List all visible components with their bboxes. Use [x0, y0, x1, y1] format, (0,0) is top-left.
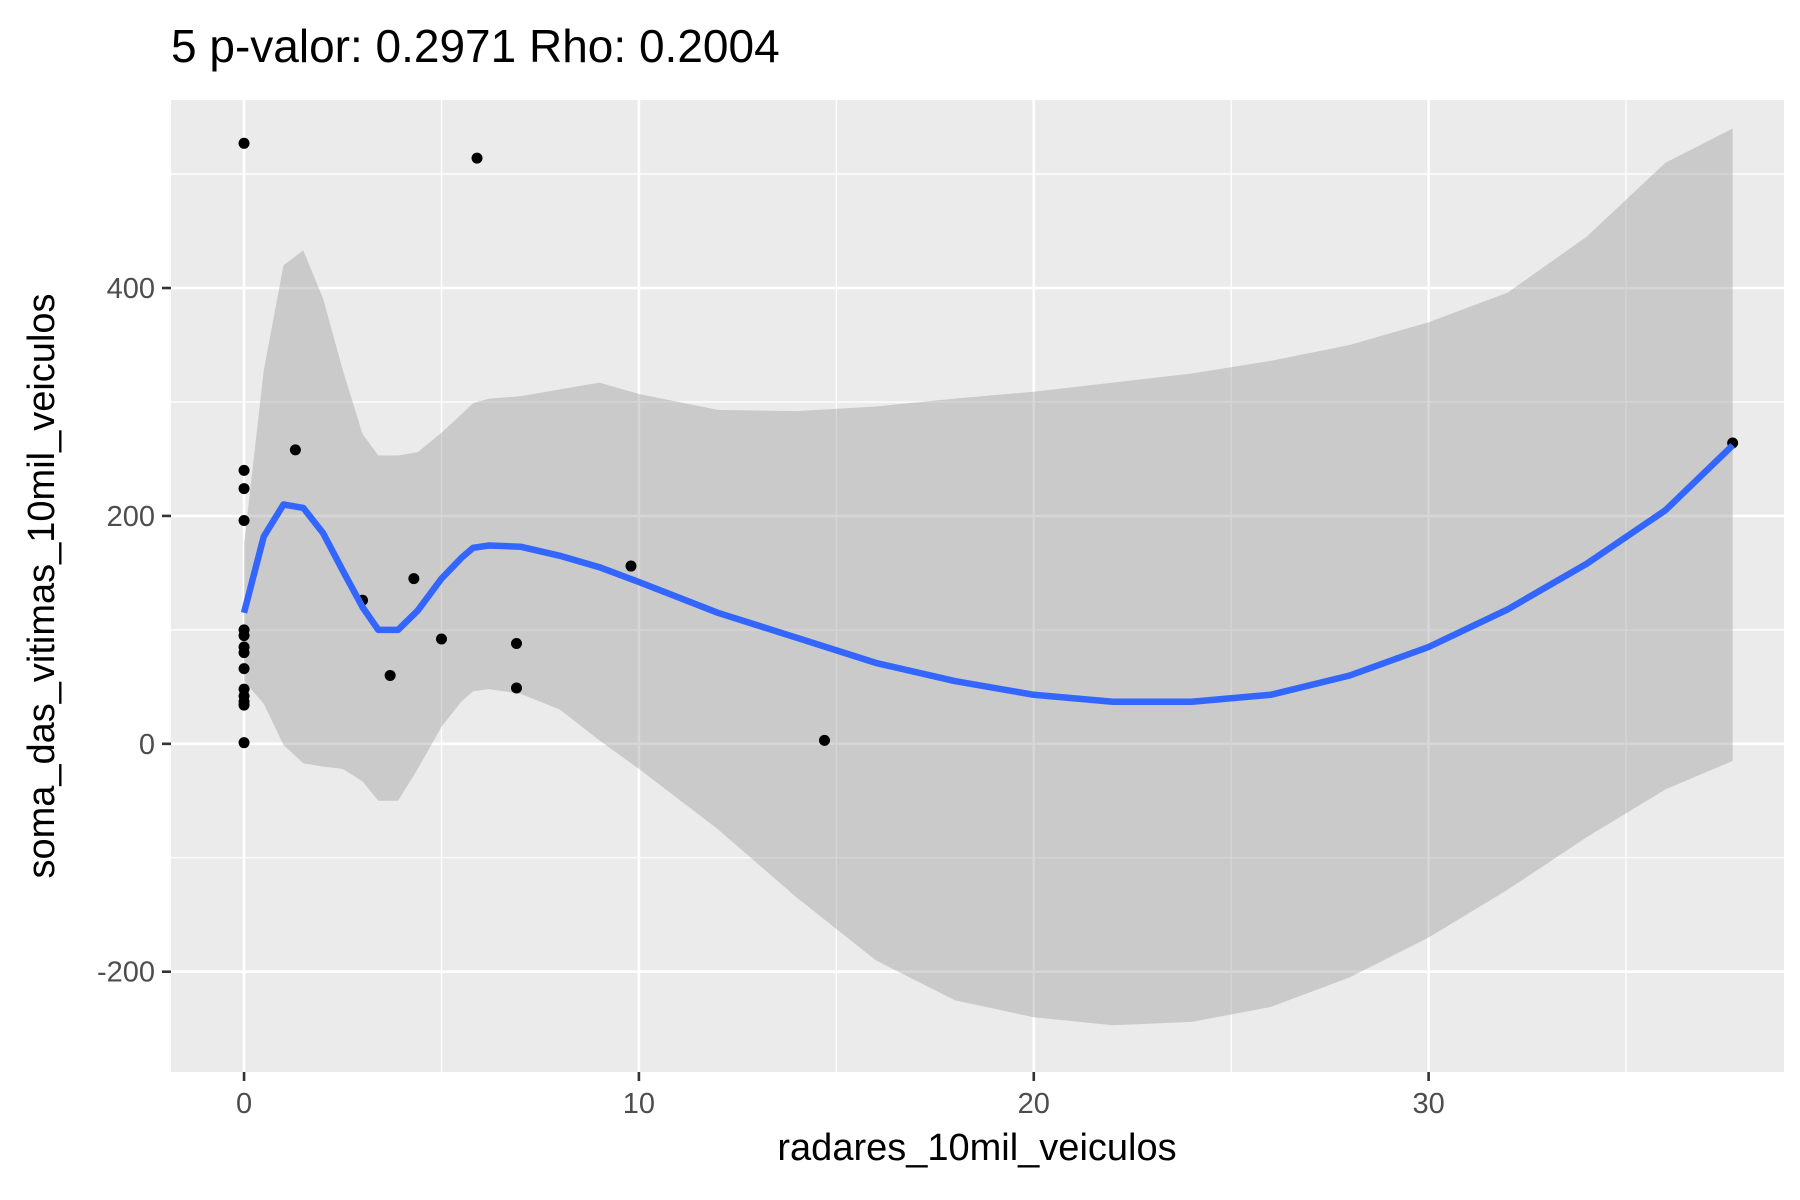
points-layer	[238, 137, 1739, 749]
data-point	[384, 669, 396, 681]
x-tick-label: 20	[1018, 1088, 1050, 1120]
axis-ticks	[162, 286, 1430, 1081]
data-point	[435, 633, 447, 645]
data-point	[238, 483, 250, 495]
smooth-line	[240, 442, 1735, 705]
data-point	[625, 560, 637, 572]
smooth-line-layer	[240, 442, 1735, 705]
data-point	[238, 630, 250, 642]
y-axis-title: soma_das_vitimas_10mil_veiculos	[21, 293, 63, 878]
y-tick-label: 400	[107, 273, 155, 305]
data-point	[471, 152, 483, 164]
x-axis-title: radares_10mil_veiculos	[777, 1127, 1176, 1169]
grid-minor	[171, 100, 1784, 1072]
y-tick-label: 0	[139, 729, 155, 761]
data-point	[238, 663, 250, 675]
y-tick-label: 200	[107, 501, 155, 533]
x-tick-label: 0	[236, 1088, 252, 1120]
data-point	[289, 444, 301, 456]
data-point	[238, 699, 250, 711]
grid-major	[171, 100, 1784, 1072]
data-point	[238, 464, 250, 476]
data-point	[238, 647, 250, 659]
data-point	[238, 737, 250, 749]
y-tick-label: -200	[97, 957, 155, 989]
y-tick-labels: -200 0 200 400	[97, 273, 155, 989]
data-point	[408, 573, 420, 585]
data-point	[511, 638, 523, 650]
x-tick-label: 10	[623, 1088, 655, 1120]
confidence-band	[244, 128, 1733, 1026]
data-point	[238, 137, 250, 149]
data-point	[238, 514, 250, 526]
confidence-band-layer	[244, 128, 1733, 1026]
data-point	[511, 682, 523, 694]
x-tick-label: 30	[1412, 1088, 1444, 1120]
x-tick-labels: 0 10 20 30	[236, 1088, 1445, 1120]
chart-title: 5 p-valor: 0.2971 Rho: 0.2004	[171, 20, 780, 72]
data-point	[818, 734, 830, 746]
